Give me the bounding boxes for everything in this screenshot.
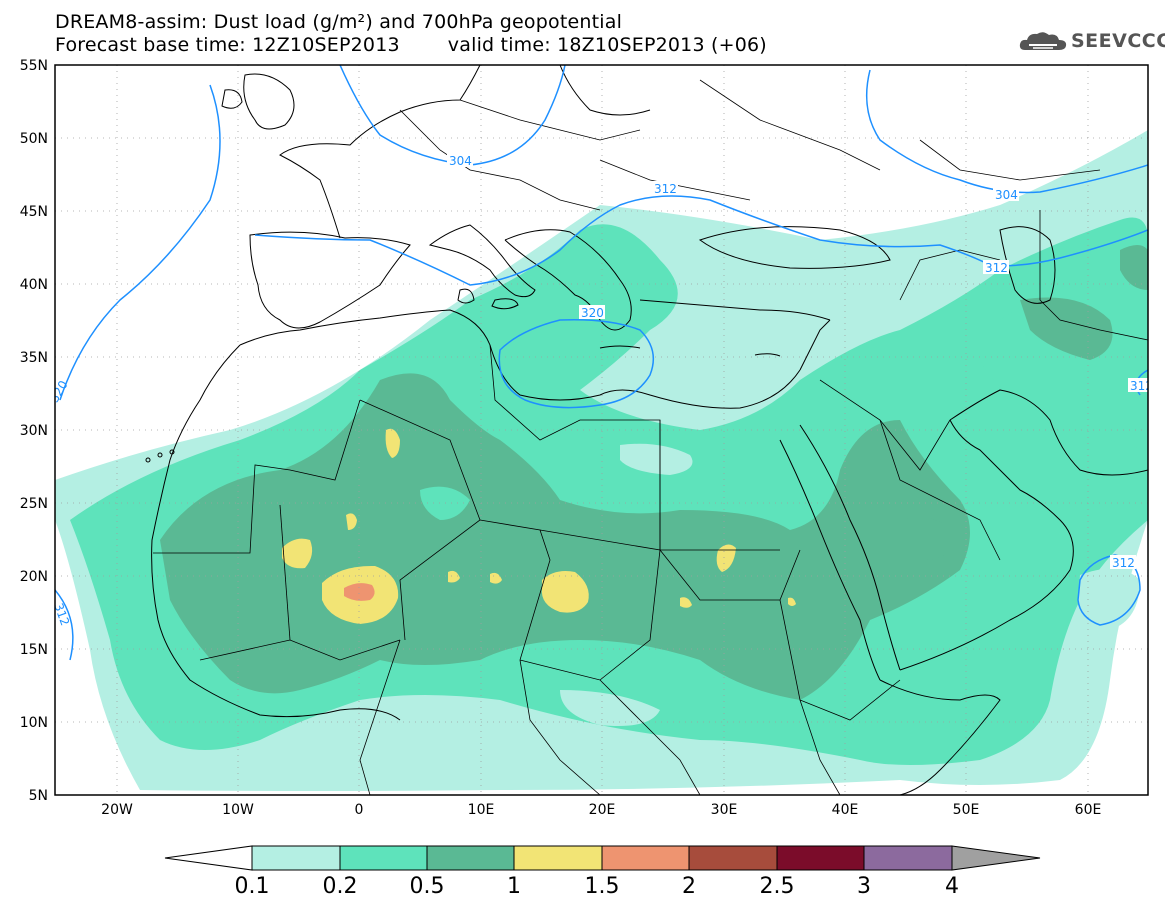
- coastlines: [145, 65, 1148, 795]
- legend-swatch-0-5: [426, 845, 515, 871]
- legend-label: 3: [857, 874, 871, 899]
- lon-label: 0: [355, 802, 364, 818]
- lat-label: 5N: [29, 788, 48, 804]
- map-frame: [54, 64, 1149, 796]
- logo-text: SEEVCCC: [1071, 30, 1165, 52]
- lon-label: 10W: [222, 802, 254, 818]
- contour-labels: 304 312 320 304 312 312 312 312 320: [55, 153, 1153, 628]
- lat-label: 45N: [20, 204, 48, 220]
- lat-label: 35N: [20, 350, 48, 366]
- legend-label: 2: [682, 874, 696, 899]
- legend-swatch-0-1: [251, 845, 341, 871]
- legend-swatch-2: [688, 845, 778, 871]
- legend-label: 4: [945, 874, 959, 899]
- dust-area-0-2-arabia: [980, 270, 1148, 450]
- legend-swatch-2-5: [776, 845, 865, 871]
- lat-label: 50N: [20, 131, 48, 147]
- base-time: Forecast base time: 12Z10SEP2013: [55, 34, 400, 56]
- longitude-axis: 20W 10W 0 10E 20E 30E 40E 50E 60E: [101, 802, 1101, 818]
- lat-label: 20N: [20, 569, 48, 585]
- lat-label: 25N: [20, 496, 48, 512]
- valid-time: valid time: 18Z10SEP2013 (+06): [447, 34, 767, 56]
- lon-label: 60E: [1075, 802, 1102, 818]
- graticule: [55, 65, 1148, 795]
- legend-swatch-0-2: [339, 845, 428, 871]
- latitude-axis: 55N 50N 45N 40N 35N 30N 25N 20N 15N 10N …: [20, 58, 48, 804]
- lon-label: 40E: [832, 802, 859, 818]
- legend-swatch-1-5: [601, 845, 690, 871]
- map-title: DREAM8-assim: Dust load (g/m²) and 700hP…: [55, 11, 623, 33]
- lat-label: 55N: [20, 58, 48, 74]
- dust-area-0-1-east: [1100, 140, 1148, 201]
- contour-label-304-east: 304: [995, 188, 1018, 202]
- legend-label: 1.5: [585, 874, 620, 899]
- legend-label: 0.1: [235, 874, 270, 899]
- lon-label: 20W: [101, 802, 133, 818]
- color-legend: [164, 845, 1041, 871]
- legend-label: 1: [507, 874, 521, 899]
- lon-label: 30E: [711, 802, 738, 818]
- forecast-time-line: Forecast base time: 12Z10SEP2013 valid ti…: [55, 35, 767, 55]
- lat-label: 15N: [20, 642, 48, 658]
- legend-arrow-high: [951, 845, 1041, 871]
- legend-label: 0.2: [323, 874, 358, 899]
- dust-area-1-5: [344, 583, 375, 601]
- dust-area-0-5-arabia: [1020, 297, 1113, 360]
- contour-label-312-arabian-sea: 312: [1112, 556, 1135, 570]
- legend-swatch-1: [513, 845, 603, 871]
- cloud-logo-icon: [1019, 32, 1067, 50]
- contour-label-304-west: 304: [449, 154, 472, 168]
- seevccc-logo: SEEVCCC: [1017, 28, 1165, 56]
- borders: [153, 79, 1148, 795]
- legend-label: 2.5: [760, 874, 795, 899]
- contour-label-312-central: 312: [654, 182, 677, 196]
- contour-label-312-east: 312: [985, 261, 1008, 275]
- legend-swatch-3: [863, 845, 953, 871]
- dust-area-1-chad: [541, 571, 589, 613]
- lat-label: 40N: [20, 277, 48, 293]
- lon-label: 20E: [589, 802, 616, 818]
- lat-label: 10N: [20, 715, 48, 731]
- contour-label-320: 320: [581, 306, 604, 320]
- lat-label: 30N: [20, 423, 48, 439]
- contour-label-312-edge: 312: [1130, 379, 1153, 393]
- lon-label: 50E: [953, 802, 980, 818]
- legend-labels: 0.1 0.2 0.5 1 1.5 2 2.5 3 4: [235, 874, 960, 899]
- lon-label: 10E: [468, 802, 495, 818]
- legend-label: 0.5: [410, 874, 445, 899]
- legend-arrow-low: [164, 845, 253, 871]
